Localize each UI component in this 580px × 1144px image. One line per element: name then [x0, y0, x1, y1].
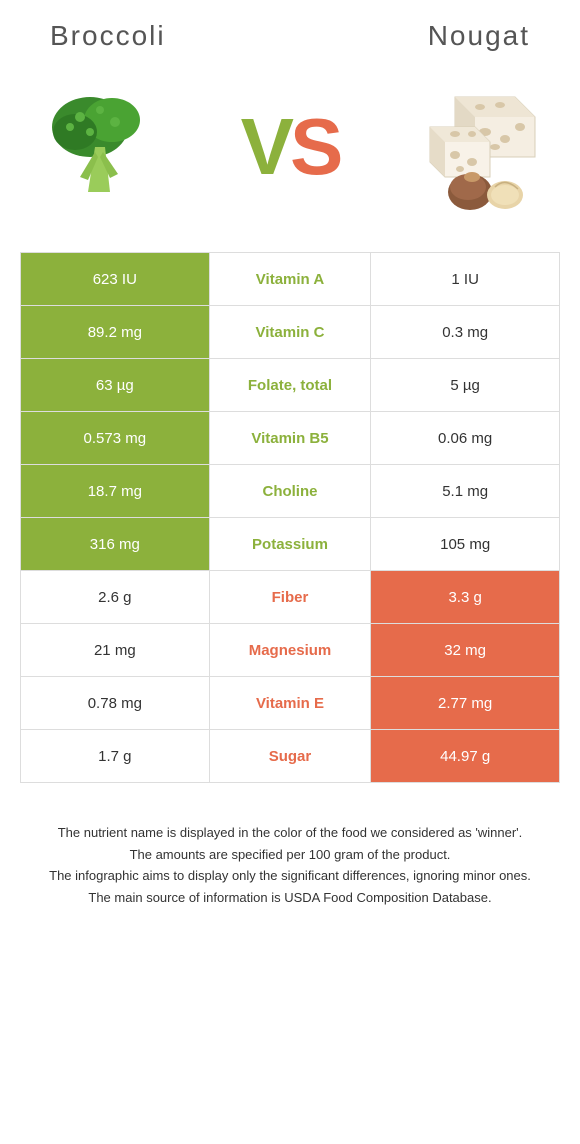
table-row: 623 IUVitamin A1 IU [21, 253, 560, 306]
nutrient-label: Vitamin C [210, 306, 372, 358]
footnote-line: The main source of information is USDA F… [30, 888, 550, 908]
nougat-icon [400, 72, 550, 222]
left-value: 18.7 mg [21, 465, 210, 517]
left-value: 63 µg [21, 359, 210, 411]
table-row: 0.573 mgVitamin B50.06 mg [21, 412, 560, 465]
table-row: 0.78 mgVitamin E2.77 mg [21, 677, 560, 730]
right-value: 105 mg [371, 518, 560, 570]
nutrient-label: Magnesium [210, 624, 372, 676]
nutrient-label: Fiber [210, 571, 372, 623]
left-value: 21 mg [21, 624, 210, 676]
vs-s: S [290, 102, 339, 191]
right-value: 0.3 mg [371, 306, 560, 358]
food-right-title: Nougat [428, 20, 530, 52]
table-row: 63 µgFolate, total5 µg [21, 359, 560, 412]
nutrient-label: Vitamin E [210, 677, 372, 729]
hero-row: VS [0, 62, 580, 252]
right-value: 1 IU [371, 253, 560, 305]
table-row: 89.2 mgVitamin C0.3 mg [21, 306, 560, 359]
right-value: 5 µg [371, 359, 560, 411]
table-row: 18.7 mgCholine5.1 mg [21, 465, 560, 518]
vs-v: V [241, 102, 290, 191]
nutrient-label: Vitamin A [210, 253, 372, 305]
header: Broccoli Nougat [0, 0, 580, 62]
comparison-table: 623 IUVitamin A1 IU89.2 mgVitamin C0.3 m… [20, 252, 560, 783]
left-value: 623 IU [21, 253, 210, 305]
table-row: 21 mgMagnesium32 mg [21, 624, 560, 677]
footnote-line: The nutrient name is displayed in the co… [30, 823, 550, 843]
nutrient-label: Choline [210, 465, 372, 517]
right-value: 3.3 g [371, 571, 560, 623]
left-value: 316 mg [21, 518, 210, 570]
right-value: 44.97 g [371, 730, 560, 782]
nutrient-label: Folate, total [210, 359, 372, 411]
table-row: 316 mgPotassium105 mg [21, 518, 560, 571]
right-value: 2.77 mg [371, 677, 560, 729]
left-value: 0.78 mg [21, 677, 210, 729]
right-value: 0.06 mg [371, 412, 560, 464]
table-row: 1.7 gSugar44.97 g [21, 730, 560, 783]
broccoli-icon [30, 72, 180, 222]
footnote-line: The infographic aims to display only the… [30, 866, 550, 886]
nutrient-label: Sugar [210, 730, 372, 782]
footnote-line: The amounts are specified per 100 gram o… [30, 845, 550, 865]
vs-label: VS [241, 107, 340, 187]
right-value: 32 mg [371, 624, 560, 676]
left-value: 89.2 mg [21, 306, 210, 358]
left-value: 1.7 g [21, 730, 210, 782]
right-value: 5.1 mg [371, 465, 560, 517]
nutrient-label: Vitamin B5 [210, 412, 372, 464]
footnotes: The nutrient name is displayed in the co… [0, 783, 580, 929]
food-left-title: Broccoli [50, 20, 166, 52]
nutrient-label: Potassium [210, 518, 372, 570]
left-value: 2.6 g [21, 571, 210, 623]
left-value: 0.573 mg [21, 412, 210, 464]
table-row: 2.6 gFiber3.3 g [21, 571, 560, 624]
